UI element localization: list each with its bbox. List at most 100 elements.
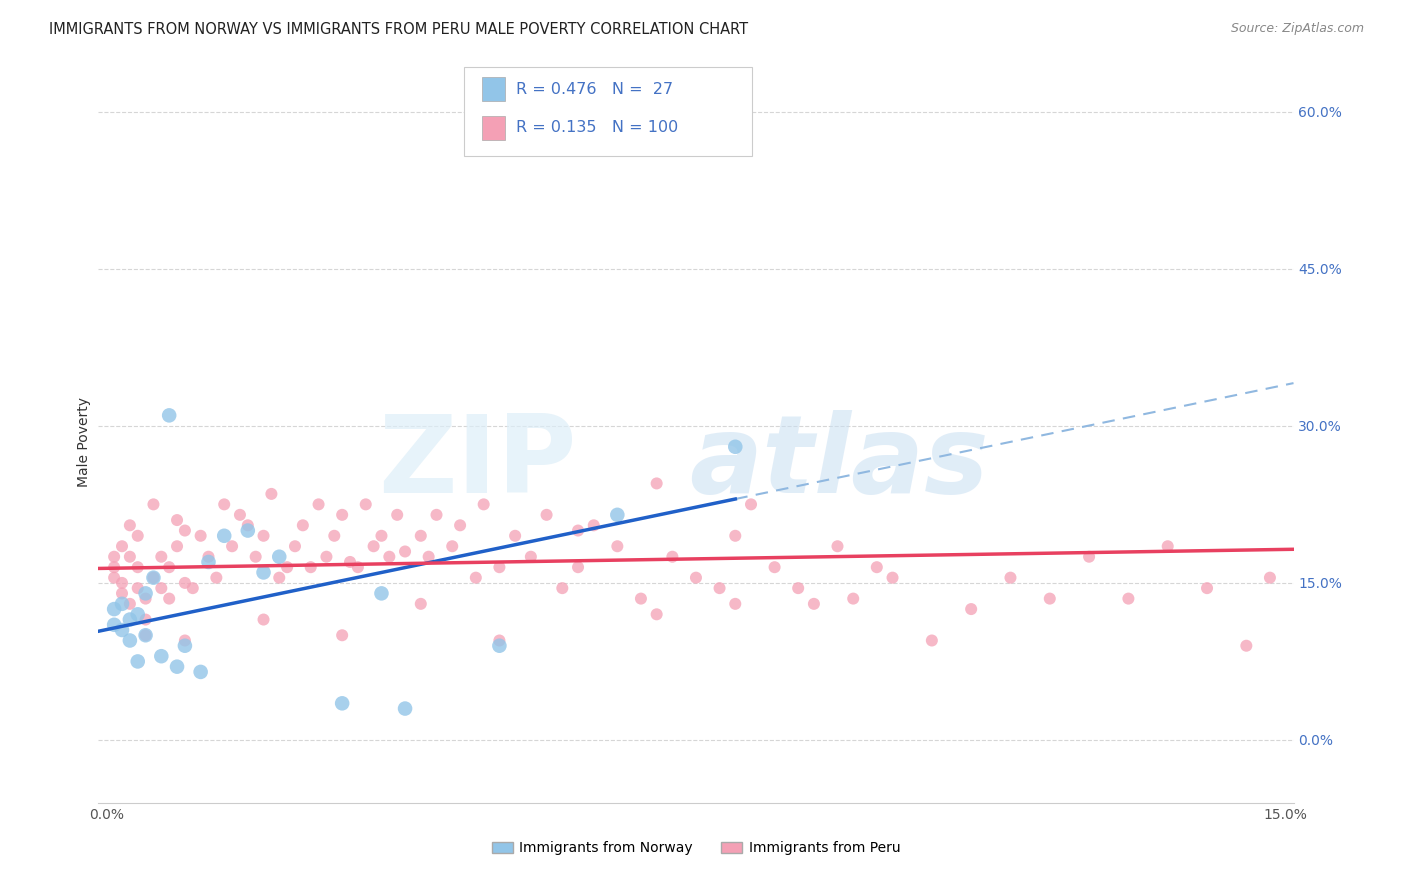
Point xyxy=(394,544,416,558)
Point xyxy=(118,597,141,611)
Point xyxy=(425,508,447,522)
Point xyxy=(190,529,212,543)
Point xyxy=(174,639,197,653)
Point xyxy=(284,539,307,553)
Legend: Immigrants from Norway, Immigrants from Peru: Immigrants from Norway, Immigrants from … xyxy=(486,836,905,861)
Text: Source: ZipAtlas.com: Source: ZipAtlas.com xyxy=(1230,22,1364,36)
Point xyxy=(166,659,188,673)
Point xyxy=(157,591,180,606)
Point xyxy=(135,628,157,642)
Point xyxy=(724,529,747,543)
Point xyxy=(135,591,157,606)
Point xyxy=(842,591,865,606)
Point xyxy=(127,607,149,622)
Point xyxy=(205,571,228,585)
Text: R = 0.476   N =  27: R = 0.476 N = 27 xyxy=(516,82,673,96)
Point xyxy=(803,597,825,611)
Point xyxy=(536,508,558,522)
Point xyxy=(1234,639,1257,653)
Point xyxy=(127,529,149,543)
Point xyxy=(236,524,259,538)
Point xyxy=(315,549,337,564)
Point xyxy=(724,440,747,454)
Point xyxy=(166,513,188,527)
Point xyxy=(354,497,377,511)
Point xyxy=(763,560,786,574)
Point xyxy=(960,602,983,616)
Point xyxy=(645,476,668,491)
Point xyxy=(135,628,157,642)
Point xyxy=(166,539,188,553)
Point xyxy=(606,539,628,553)
Point xyxy=(347,560,370,574)
Point xyxy=(118,518,141,533)
Point xyxy=(252,613,274,627)
Point xyxy=(567,560,589,574)
Point xyxy=(1195,581,1218,595)
Point xyxy=(418,549,440,564)
Point xyxy=(370,529,392,543)
Point xyxy=(118,633,141,648)
Point xyxy=(135,613,157,627)
Point xyxy=(740,497,762,511)
Point xyxy=(520,549,543,564)
Point xyxy=(363,539,385,553)
Point xyxy=(150,549,173,564)
Point xyxy=(630,591,652,606)
Point xyxy=(488,639,510,653)
Point xyxy=(260,487,283,501)
Point xyxy=(111,597,134,611)
Point xyxy=(449,518,471,533)
Point xyxy=(157,560,180,574)
Point xyxy=(111,623,134,637)
Y-axis label: Male Poverty: Male Poverty xyxy=(77,397,91,486)
Point xyxy=(409,597,432,611)
Point xyxy=(330,696,353,710)
Point xyxy=(212,497,235,511)
Point xyxy=(252,566,274,580)
Point xyxy=(1078,549,1101,564)
Point xyxy=(882,571,904,585)
Point xyxy=(157,409,180,423)
Point xyxy=(229,508,252,522)
Point xyxy=(787,581,810,595)
Text: ZIP: ZIP xyxy=(378,410,576,516)
Point xyxy=(685,571,707,585)
Point xyxy=(111,539,134,553)
Point xyxy=(582,518,605,533)
Point xyxy=(142,497,165,511)
Point xyxy=(181,581,204,595)
Point xyxy=(111,586,134,600)
Point xyxy=(567,524,589,538)
Point xyxy=(724,597,747,611)
Point xyxy=(866,560,889,574)
Point xyxy=(252,529,274,543)
Point xyxy=(1157,539,1180,553)
Point xyxy=(472,497,495,511)
Point xyxy=(135,586,157,600)
Point xyxy=(308,497,330,511)
Point xyxy=(197,555,219,569)
Point xyxy=(661,549,683,564)
Point xyxy=(103,571,125,585)
Point xyxy=(370,586,392,600)
Point xyxy=(127,655,149,669)
Point xyxy=(103,617,125,632)
Point xyxy=(221,539,243,553)
Point xyxy=(464,571,486,585)
Point xyxy=(190,665,212,679)
Point xyxy=(103,602,125,616)
Point xyxy=(1039,591,1062,606)
Point xyxy=(488,560,510,574)
Point xyxy=(276,560,298,574)
Point xyxy=(212,529,235,543)
Point xyxy=(103,560,125,574)
Point xyxy=(339,555,361,569)
Point xyxy=(174,575,197,590)
Point xyxy=(127,581,149,595)
Point xyxy=(330,508,353,522)
Point xyxy=(827,539,849,553)
Point xyxy=(236,518,259,533)
Point xyxy=(118,549,141,564)
Point xyxy=(488,633,510,648)
